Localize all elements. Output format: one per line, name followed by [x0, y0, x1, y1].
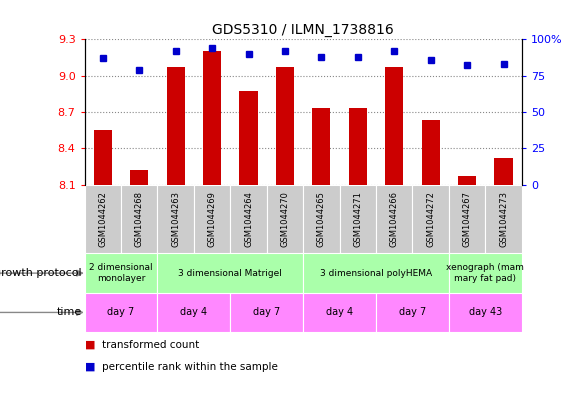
Bar	[157, 253, 303, 293]
Bar	[412, 185, 449, 253]
Text: GSM1044271: GSM1044271	[353, 191, 362, 247]
Text: day 7: day 7	[253, 307, 280, 318]
Text: GSM1044263: GSM1044263	[171, 191, 180, 247]
Bar	[85, 293, 157, 332]
Text: day 7: day 7	[399, 307, 426, 318]
Bar	[157, 185, 194, 253]
Bar	[385, 67, 403, 185]
Text: GSM1044273: GSM1044273	[499, 191, 508, 247]
Bar	[157, 293, 230, 332]
Text: growth protocol: growth protocol	[0, 268, 82, 278]
Text: ■: ■	[85, 340, 95, 350]
Text: day 7: day 7	[107, 307, 135, 318]
Bar	[203, 51, 221, 185]
Bar	[449, 185, 485, 253]
Text: 3 dimensional Matrigel: 3 dimensional Matrigel	[178, 269, 282, 277]
Bar	[130, 170, 148, 185]
Bar	[230, 185, 266, 253]
Bar	[449, 253, 522, 293]
Text: percentile rank within the sample: percentile rank within the sample	[102, 362, 278, 371]
Text: transformed count: transformed count	[102, 340, 199, 350]
Text: GSM1044262: GSM1044262	[99, 191, 107, 247]
Text: ■: ■	[85, 362, 95, 371]
Text: time: time	[57, 307, 82, 318]
Text: day 43: day 43	[469, 307, 502, 318]
Text: GSM1044270: GSM1044270	[280, 191, 289, 247]
Text: 3 dimensional polyHEMA: 3 dimensional polyHEMA	[320, 269, 432, 277]
Bar	[449, 293, 522, 332]
Text: GSM1044272: GSM1044272	[426, 191, 435, 247]
Text: day 4: day 4	[326, 307, 353, 318]
Bar	[312, 108, 331, 185]
Title: GDS5310 / ILMN_1738816: GDS5310 / ILMN_1738816	[212, 23, 394, 37]
Bar	[230, 293, 303, 332]
Bar	[94, 130, 112, 185]
Bar	[303, 293, 376, 332]
Bar	[339, 185, 376, 253]
Text: GSM1044266: GSM1044266	[390, 191, 399, 247]
Bar	[349, 108, 367, 185]
Bar	[376, 293, 449, 332]
Bar	[167, 67, 185, 185]
Bar	[85, 253, 157, 293]
Bar	[485, 185, 522, 253]
Bar	[376, 185, 412, 253]
Text: GSM1044269: GSM1044269	[208, 191, 216, 247]
Text: day 4: day 4	[180, 307, 208, 318]
Text: GSM1044265: GSM1044265	[317, 191, 326, 247]
Bar	[303, 185, 339, 253]
Text: GSM1044267: GSM1044267	[463, 191, 472, 247]
Bar	[422, 121, 440, 185]
Bar	[266, 185, 303, 253]
Text: xenograph (mam
mary fat pad): xenograph (mam mary fat pad)	[447, 263, 524, 283]
Bar	[194, 185, 230, 253]
Bar	[85, 185, 121, 253]
Bar	[240, 92, 258, 185]
Bar	[303, 253, 449, 293]
Text: 2 dimensional
monolayer: 2 dimensional monolayer	[89, 263, 153, 283]
Bar	[276, 67, 294, 185]
Bar	[494, 158, 512, 185]
Text: GSM1044268: GSM1044268	[135, 191, 143, 247]
Bar	[121, 185, 157, 253]
Text: GSM1044264: GSM1044264	[244, 191, 253, 247]
Bar	[458, 176, 476, 185]
